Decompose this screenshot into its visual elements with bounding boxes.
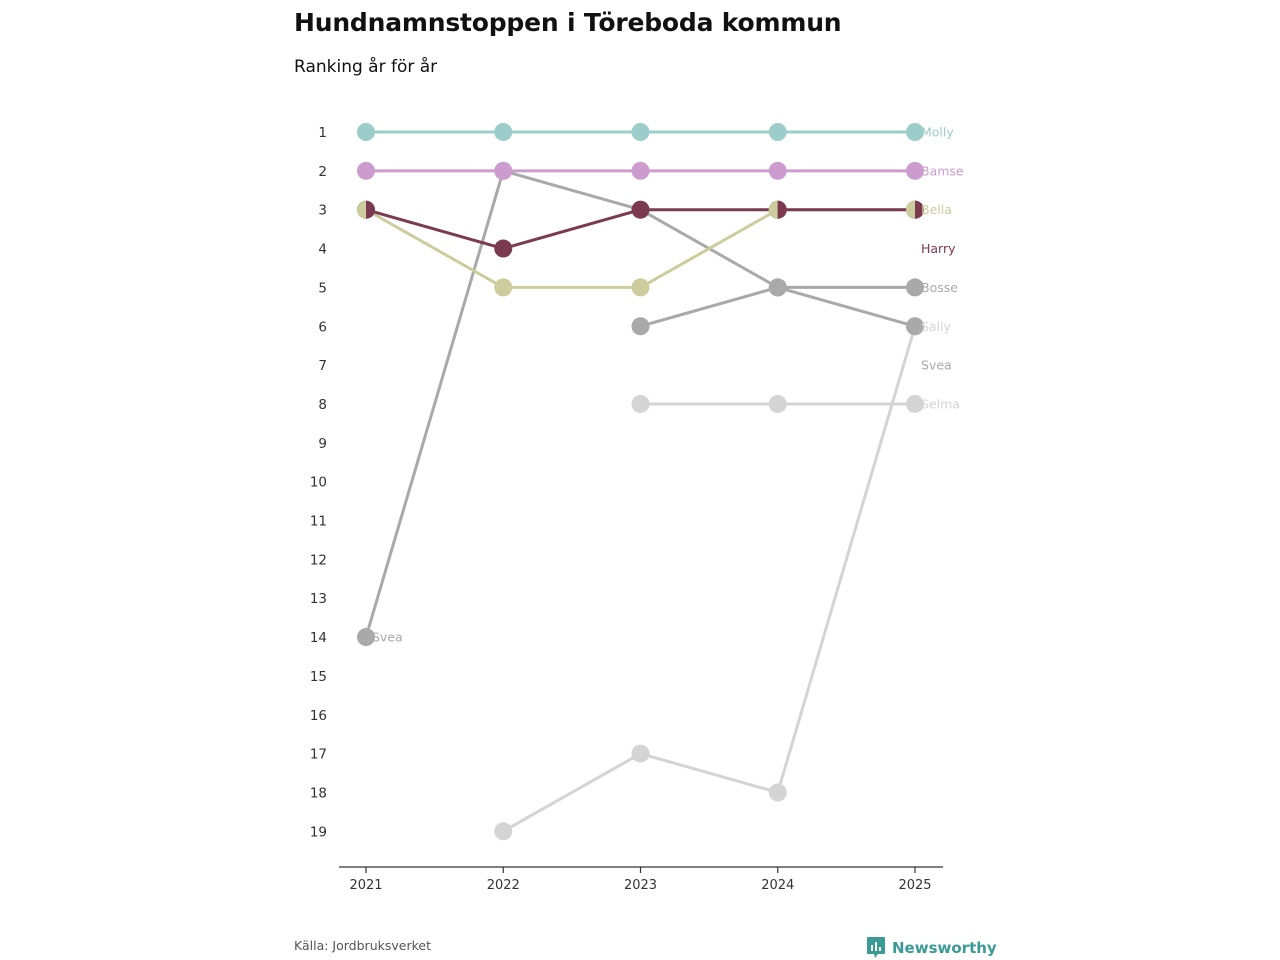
- split-point-left-bella: [906, 200, 915, 219]
- series-point-bamse: [631, 161, 650, 180]
- end-label-harry: Harry: [921, 241, 956, 256]
- end-label-sally: Sally: [921, 319, 952, 334]
- brand-name: Newsworthy: [892, 939, 997, 957]
- series-point-selma: [768, 394, 787, 413]
- brand-logo[interactable]: Newsworthy: [866, 936, 997, 960]
- series-points: [357, 123, 924, 841]
- y-tick-label: 11: [310, 514, 327, 530]
- series-line-sally: [501, 324, 917, 833]
- split-point-right-harry: [366, 200, 375, 219]
- y-tick-label: 16: [310, 708, 327, 724]
- chart-title: Hundnamnstoppen i Töreboda kommun: [294, 8, 842, 37]
- y-tick-label: 12: [310, 552, 327, 568]
- series-line-bella: [364, 208, 917, 289]
- series-point-molly: [631, 123, 650, 141]
- series-point-svea: [906, 317, 924, 336]
- y-tick-label: 8: [318, 397, 327, 413]
- end-label-bella: Bella: [921, 202, 952, 217]
- series-point-bamse: [768, 161, 787, 180]
- series-point-bamse: [494, 161, 513, 180]
- series-point-molly: [906, 123, 924, 141]
- end-label-bosse: Bosse: [921, 280, 958, 295]
- y-tick-label: 1: [318, 125, 327, 141]
- chart-subtitle: Ranking år för år: [294, 57, 438, 77]
- end-label-bamse: Bamse: [921, 163, 964, 178]
- series-point-svea: [357, 628, 375, 647]
- split-point-left-bella: [357, 200, 366, 219]
- y-tick-label: 4: [318, 242, 327, 258]
- x-axis: 2021 2022 2023 2024 2025: [339, 866, 943, 893]
- x-tick-label: 2024: [761, 878, 794, 893]
- x-tick-label: 2023: [624, 878, 657, 893]
- y-tick-label: 13: [310, 591, 327, 607]
- x-tick-label: 2022: [487, 878, 520, 893]
- start-label-svea: Svea: [372, 630, 403, 645]
- y-tick-label: 18: [310, 785, 327, 801]
- y-tick-label: 15: [310, 669, 327, 685]
- y-tick-label: 2: [318, 164, 327, 180]
- y-tick-label: 3: [318, 203, 327, 219]
- split-point-right-harry: [777, 200, 787, 219]
- series-point-molly: [357, 123, 375, 141]
- y-tick-label: 6: [318, 319, 327, 335]
- series-point-molly: [768, 123, 787, 141]
- series-labels: Molly Bamse Bella Harry Bosse Sally Svea Selma S…: [372, 125, 964, 645]
- series-point-selma: [631, 394, 650, 413]
- series-lines: [364, 130, 917, 833]
- series-point-bella: [631, 278, 650, 297]
- y-tick-label: 14: [310, 630, 327, 646]
- y-tick-label: 10: [310, 475, 327, 491]
- series-point-bosse: [906, 278, 924, 297]
- source-note: Källa: Jordbruksverket: [294, 938, 431, 953]
- end-label-selma: Selma: [921, 396, 960, 411]
- end-label-svea: Svea: [921, 358, 952, 373]
- x-tick-label: 2021: [349, 878, 382, 893]
- series-point-molly: [494, 123, 513, 141]
- series-point-bella: [494, 278, 513, 297]
- end-label-molly: Molly: [921, 125, 954, 140]
- series-point-harry: [494, 239, 513, 258]
- series-point-bosse: [631, 317, 650, 336]
- series-point-sally: [768, 783, 787, 802]
- series-point-sally: [631, 744, 650, 763]
- y-tick-label: 19: [310, 824, 327, 840]
- y-tick-label: 7: [318, 358, 327, 374]
- x-tick-label: 2025: [898, 878, 931, 893]
- series-point-bamse: [906, 161, 924, 180]
- series-point-selma: [906, 394, 924, 413]
- newsworthy-logo-icon: [867, 937, 885, 958]
- series-point-harry: [631, 200, 650, 219]
- y-tick-label: 9: [318, 436, 327, 452]
- series-point-svea: [768, 278, 787, 297]
- y-tick-label: 17: [310, 747, 327, 763]
- split-point-right-harry: [915, 200, 924, 219]
- split-point-left-bella: [768, 200, 778, 219]
- series-point-bamse: [357, 161, 375, 180]
- series-point-sally: [494, 822, 513, 841]
- y-tick-label: 5: [318, 280, 327, 296]
